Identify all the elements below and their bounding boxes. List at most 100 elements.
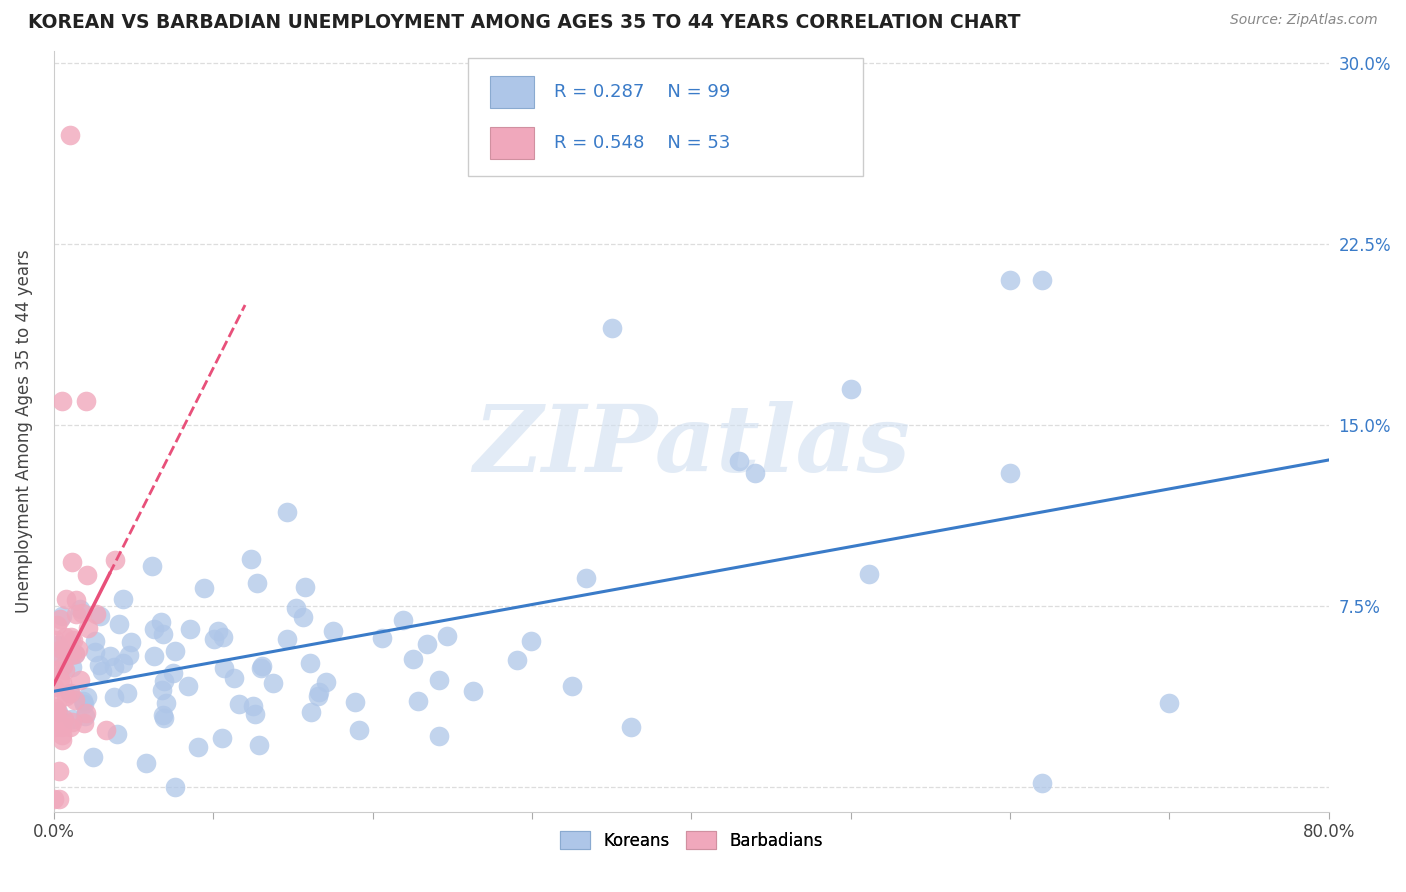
Point [51,728,73,742]
Point [202,632,225,646]
Point [120,634,142,648]
Point [998,273,1021,287]
Point [143,648,166,663]
Point [322,624,344,638]
Point [165,780,187,795]
Point [44,720,66,734]
Point [347,723,370,738]
Text: R = 0.287    N = 99: R = 0.287 N = 99 [554,83,730,101]
Point [308,685,330,699]
Point [115,685,138,699]
Point [49,672,72,686]
Point [45,704,67,718]
Point [59,686,82,700]
Point [52,659,75,673]
Point [155,696,177,710]
Point [744,467,766,481]
Point [105,727,128,741]
Point [51,609,73,624]
Point [65,607,87,622]
Point [73,698,96,712]
Point [285,601,308,615]
Point [228,697,250,711]
Point [63,692,86,706]
Point [118,648,141,662]
Point [207,624,229,639]
Text: R = 0.548    N = 53: R = 0.548 N = 53 [554,134,730,152]
Point [276,632,298,647]
Point [51,732,73,747]
Point [239,552,262,566]
Point [506,653,529,667]
Point [246,576,269,591]
Point [51,720,73,734]
Point [60,660,83,674]
Point [276,505,298,519]
Point [222,671,245,685]
Point [150,683,173,698]
Point [575,571,598,585]
Point [561,679,583,693]
Point [76,567,98,582]
Point [60,712,83,726]
Point [48,764,70,778]
Point [66,641,89,656]
Point [72,715,94,730]
Point [44,633,66,648]
Point [55,689,77,703]
Point [60,715,83,730]
Point [46,638,69,652]
Point [65,647,87,661]
Point [60,555,83,569]
Point [46,705,69,719]
Point [242,699,264,714]
Point [60,630,83,644]
Point [42,680,65,694]
FancyBboxPatch shape [489,127,534,159]
Point [104,553,127,567]
Point [76,690,98,705]
Point [427,673,450,687]
Point [294,580,316,594]
Point [65,593,87,607]
Point [177,679,200,693]
Point [153,673,176,688]
Point [211,630,233,644]
Point [211,731,233,745]
Point [187,740,209,755]
Point [59,686,82,700]
Point [89,608,111,623]
Point [1031,775,1053,789]
Point [51,393,73,408]
Point [315,674,337,689]
FancyBboxPatch shape [489,76,534,108]
Point [370,631,392,645]
Point [193,582,215,596]
Point [51,642,73,657]
Point [406,693,429,707]
Point [55,642,77,657]
Point [55,592,77,607]
Text: Source: ZipAtlas.com: Source: ZipAtlas.com [1230,13,1378,28]
Point [83,634,105,648]
Point [53,712,76,726]
Point [59,720,82,734]
Point [44,714,66,729]
Point [45,617,67,632]
Point [1031,273,1053,287]
Point [245,706,267,721]
Point [392,613,415,627]
Point [100,649,122,664]
Point [250,660,273,674]
Text: ZIPatlas: ZIPatlas [472,401,910,491]
Point [262,676,284,690]
Text: KOREAN VS BARBADIAN UNEMPLOYMENT AMONG AGES 35 TO 44 YEARS CORRELATION CHART: KOREAN VS BARBADIAN UNEMPLOYMENT AMONG A… [28,13,1021,32]
Point [299,705,322,719]
Point [998,467,1021,481]
Point [59,128,82,143]
Point [402,652,425,666]
Point [70,606,93,620]
Point [463,683,485,698]
Point [247,738,270,752]
Point [152,707,174,722]
